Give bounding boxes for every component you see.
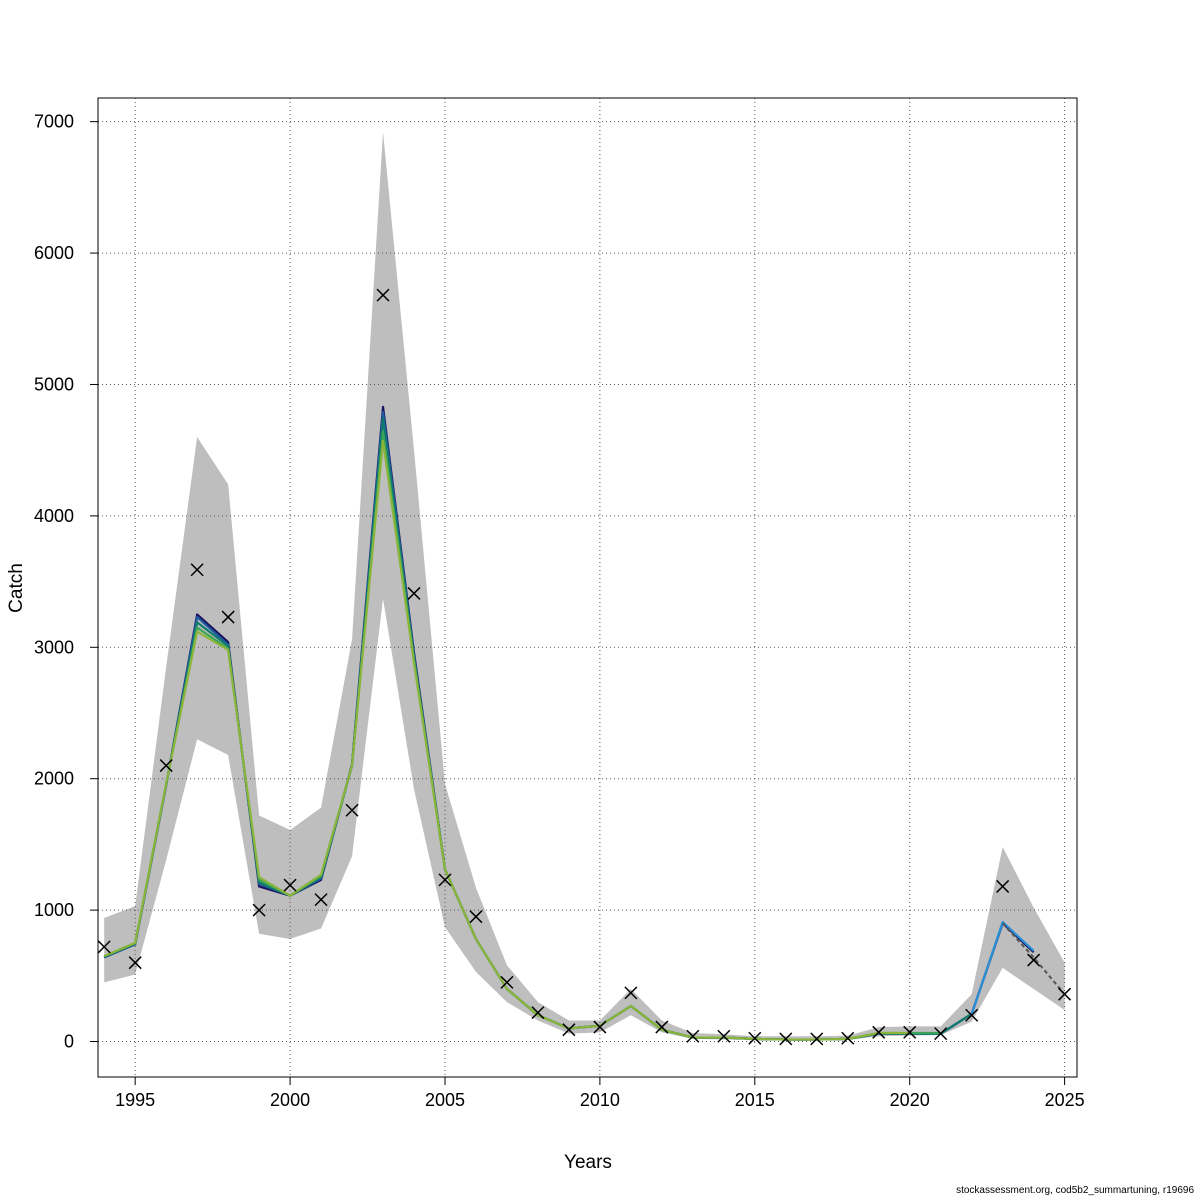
forecast-line xyxy=(1001,922,1066,995)
plot-frame xyxy=(97,97,1078,1078)
observed-point xyxy=(345,803,359,817)
observed-point-stroke xyxy=(965,1008,979,1022)
y-tick-label: 0 xyxy=(64,1032,74,1052)
credit-text: stockassessment.org, cod5b2_summartuning… xyxy=(956,1185,1194,1196)
x-tick-label: 2010 xyxy=(580,1090,620,1110)
observed-point xyxy=(717,1029,731,1043)
grid xyxy=(98,98,1077,1077)
y-tick-label: 2000 xyxy=(34,769,74,789)
observed-point-stroke xyxy=(624,986,638,1000)
observed-point xyxy=(252,903,266,917)
observed-point-stroke xyxy=(717,1029,731,1043)
observed-point-stroke xyxy=(593,1020,607,1034)
observed-point-stroke xyxy=(221,610,235,624)
observed-point xyxy=(97,940,111,954)
observed-point xyxy=(562,1023,576,1037)
x-tick-label: 2000 xyxy=(270,1090,310,1110)
y-tick-label: 3000 xyxy=(34,637,74,657)
y-axis: 0 1000 2000 3000 4000 5000 6000 7000 xyxy=(34,112,98,1052)
observed-point-stroke xyxy=(1058,987,1072,1001)
observed-point xyxy=(686,1029,700,1043)
observed-point xyxy=(190,563,204,577)
x-tick-label: 1995 xyxy=(115,1090,155,1110)
y-tick-label: 1000 xyxy=(34,900,74,920)
observed-point xyxy=(593,1020,607,1034)
observed-point-stroke xyxy=(283,878,297,892)
x-tick-label: 2025 xyxy=(1045,1090,1085,1110)
series-line-6 xyxy=(970,920,1035,1015)
y-tick-label: 6000 xyxy=(34,243,74,263)
observed-point xyxy=(655,1020,669,1034)
observed-point-stroke xyxy=(128,956,142,970)
observed-point xyxy=(128,956,142,970)
observed-point xyxy=(221,610,235,624)
observed-point-stroke xyxy=(407,586,421,600)
x-axis: 1995 2000 2005 2010 2015 2020 2025 xyxy=(115,1077,1085,1110)
observed-point xyxy=(500,975,514,989)
observed-point-stroke xyxy=(996,879,1010,893)
observed-point-stroke xyxy=(190,563,204,577)
observed-point xyxy=(841,1031,855,1045)
x-tick-label: 2015 xyxy=(735,1090,775,1110)
confidence-band xyxy=(104,132,1065,1041)
observed-point xyxy=(531,1006,545,1020)
series-line-5 xyxy=(103,439,910,1041)
x-tick-label: 2020 xyxy=(890,1090,930,1110)
observed-point xyxy=(283,878,297,892)
observed-point-stroke xyxy=(779,1032,793,1046)
x-tick-label: 2005 xyxy=(425,1090,465,1110)
observed-point-stroke xyxy=(810,1032,824,1046)
observed-point-stroke xyxy=(531,1006,545,1020)
x-axis-label: Years xyxy=(564,1152,612,1173)
observed-point-stroke xyxy=(562,1023,576,1037)
observed-point-stroke xyxy=(903,1025,917,1039)
observed-point-stroke xyxy=(872,1025,886,1039)
observed-point-stroke xyxy=(500,975,514,989)
observed-point xyxy=(779,1032,793,1046)
observed-point xyxy=(810,1032,824,1046)
observed-point-stroke xyxy=(159,759,173,773)
observed-point-stroke xyxy=(655,1020,669,1034)
observed-point-stroke xyxy=(841,1031,855,1045)
observed-point-stroke xyxy=(376,288,390,302)
observed-point xyxy=(469,910,483,924)
observed-point xyxy=(159,759,173,773)
observed-point-stroke xyxy=(438,873,452,887)
fitted-lines xyxy=(103,405,1066,1041)
y-tick-label: 7000 xyxy=(34,112,74,132)
confidence-band-area xyxy=(104,132,1065,1041)
y-tick-label: 4000 xyxy=(34,506,74,526)
observed-point xyxy=(376,288,390,302)
observed-point-stroke xyxy=(934,1027,948,1041)
observed-point xyxy=(407,586,421,600)
y-tick-label: 5000 xyxy=(34,374,74,394)
observed-point xyxy=(996,879,1010,893)
observed-point-stroke xyxy=(345,803,359,817)
observed-point xyxy=(748,1031,762,1045)
observed-point-stroke xyxy=(469,910,483,924)
observed-point-stroke xyxy=(748,1031,762,1045)
observed-point xyxy=(314,893,328,907)
observed-points xyxy=(97,288,1072,1046)
observed-point xyxy=(1027,953,1041,967)
observed-point xyxy=(1058,987,1072,1001)
observed-point xyxy=(438,873,452,887)
observed-point-stroke xyxy=(1027,953,1041,967)
observed-point xyxy=(624,986,638,1000)
observed-point xyxy=(872,1025,886,1039)
observed-point-stroke xyxy=(97,940,111,954)
y-axis-label: Catch xyxy=(6,563,27,613)
observed-point xyxy=(934,1027,948,1041)
observed-point-stroke xyxy=(314,893,328,907)
observed-point-stroke xyxy=(686,1029,700,1043)
observed-point xyxy=(965,1008,979,1022)
observed-point-stroke xyxy=(252,903,266,917)
observed-point xyxy=(903,1025,917,1039)
